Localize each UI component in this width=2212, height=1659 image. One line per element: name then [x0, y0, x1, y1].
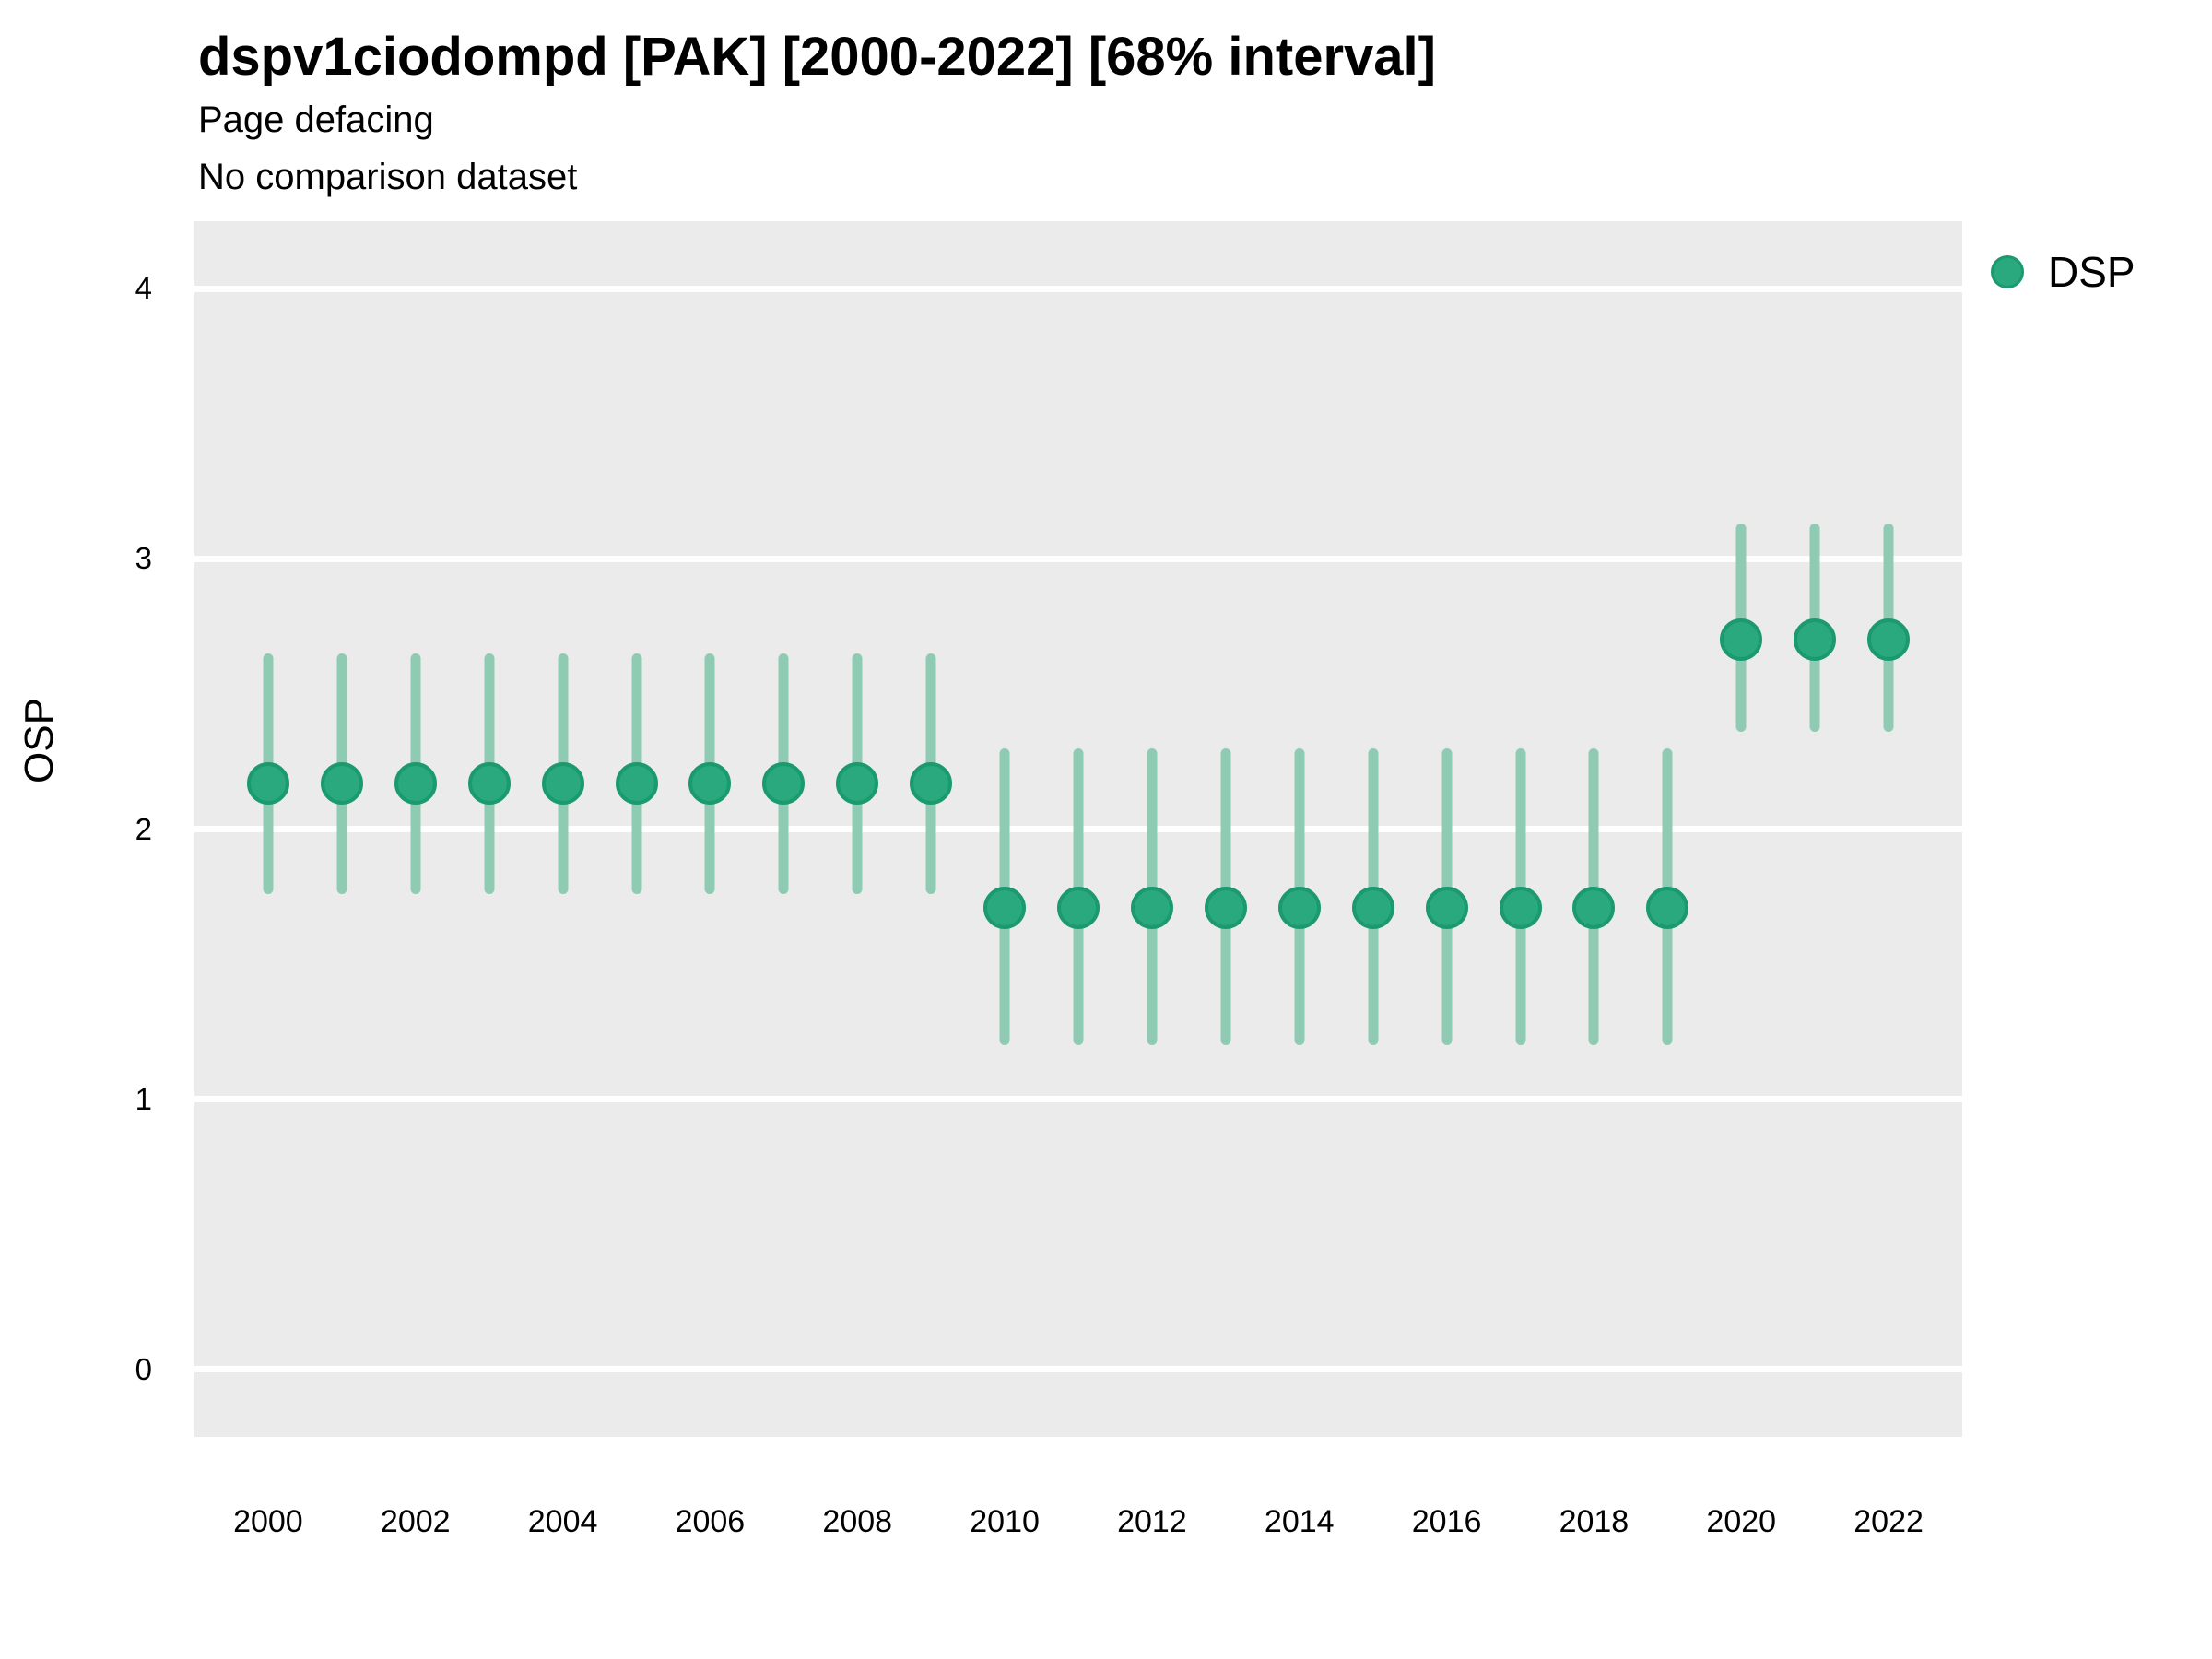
x-tick-label: 2002 [380, 1504, 451, 1539]
x-tick-label: 2006 [675, 1504, 746, 1539]
legend-marker-icon [1991, 255, 2024, 288]
data-point [1204, 886, 1247, 929]
x-tick-label: 2012 [1117, 1504, 1187, 1539]
data-point [1425, 886, 1468, 929]
data-point [910, 761, 953, 805]
x-tick-label: 2016 [1411, 1504, 1482, 1539]
gridline [194, 555, 1962, 562]
data-point [394, 761, 437, 805]
x-tick-label: 2018 [1559, 1504, 1630, 1539]
legend-label: DSP [2048, 248, 2136, 296]
data-point [1351, 886, 1394, 929]
plot-panel [194, 221, 1962, 1437]
y-tick-label: 3 [135, 541, 152, 576]
data-point [1572, 886, 1616, 929]
data-point [1277, 886, 1321, 929]
gridline [194, 285, 1962, 292]
y-tick-label: 4 [135, 271, 152, 306]
data-point [983, 886, 1027, 929]
data-point [320, 761, 363, 805]
y-tick-label: 2 [135, 811, 152, 846]
x-tick-label: 2020 [1706, 1504, 1777, 1539]
data-point [762, 761, 806, 805]
x-tick-label: 2000 [233, 1504, 303, 1539]
gridline [194, 1366, 1962, 1373]
data-point [1646, 886, 1689, 929]
data-point [467, 761, 511, 805]
x-tick-label: 2008 [822, 1504, 893, 1539]
chart-title: dspv1ciodompd [PAK] [2000-2022] [68% int… [198, 27, 1436, 87]
x-tick-label: 2004 [527, 1504, 598, 1539]
data-point [688, 761, 732, 805]
chart-subtitle: Page defacing [198, 100, 434, 140]
data-point [1867, 618, 1911, 662]
x-tick-label: 2022 [1853, 1504, 1924, 1539]
data-point [541, 761, 584, 805]
data-point [836, 761, 879, 805]
x-tick-label: 2010 [970, 1504, 1040, 1539]
x-tick-label: 2014 [1264, 1504, 1335, 1539]
gridline [194, 1096, 1962, 1103]
chart-note: No comparison dataset [198, 157, 578, 197]
data-point [615, 761, 658, 805]
legend: DSP [1991, 247, 2136, 297]
data-point [1499, 886, 1542, 929]
y-tick-label: 0 [135, 1351, 152, 1386]
data-point [1057, 886, 1100, 929]
y-tick-label: 1 [135, 1081, 152, 1116]
data-point [1794, 618, 1837, 662]
data-point [1130, 886, 1173, 929]
y-axis-title: OSP [17, 698, 62, 783]
data-point [246, 761, 289, 805]
data-point [1720, 618, 1763, 662]
